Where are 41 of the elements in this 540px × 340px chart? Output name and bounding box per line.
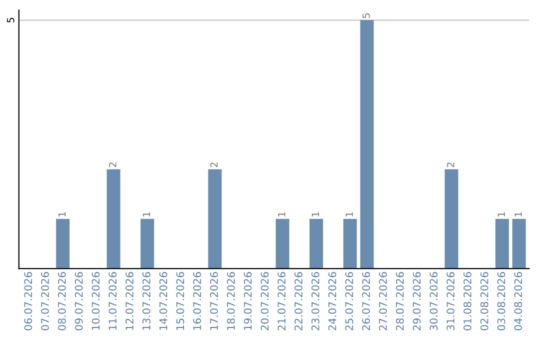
x-tick-label: 07.07.2026 bbox=[41, 272, 49, 330]
data-label: 2 bbox=[446, 162, 454, 168]
data-label: 1 bbox=[514, 212, 522, 216]
data-label: 2 bbox=[210, 162, 218, 168]
data-label: 1 bbox=[142, 212, 150, 216]
data-label: 1 bbox=[312, 212, 319, 216]
data-label: 1 bbox=[278, 212, 286, 216]
x-tick-label: 29.07.2026 bbox=[412, 272, 421, 330]
x-tick-label: 26.07.2026 bbox=[362, 272, 370, 330]
data-label: 2 bbox=[108, 162, 116, 168]
x-tick-label: 18.07.2026 bbox=[226, 272, 235, 330]
x-tick-label: 30.07.2026 bbox=[430, 272, 438, 330]
x-tick-label: 12.07.2026 bbox=[126, 272, 134, 330]
x-tick-label: 15.07.2026 bbox=[176, 272, 184, 330]
x-tick-label: 04.08.2026 bbox=[514, 272, 522, 330]
data-label: 1 bbox=[346, 212, 353, 216]
x-tick-label: 22.07.2026 bbox=[294, 272, 302, 330]
x-tick-label: 08.07.2026 bbox=[58, 272, 66, 330]
x-tick-label: 02.08.2026 bbox=[480, 272, 488, 330]
x-tick-label: 06.07.2026 bbox=[24, 272, 32, 330]
data-label: 1 bbox=[498, 212, 505, 216]
x-tick-label: 28.07.2026 bbox=[396, 272, 404, 330]
x-tick-label: 11.07.2026 bbox=[108, 272, 117, 330]
x-tick-label: 14.07.2026 bbox=[159, 272, 168, 330]
x-tick-label: 10.07.2026 bbox=[92, 272, 100, 330]
x-tick-label: 25.07.2026 bbox=[345, 272, 354, 330]
x-tick-label: 21.07.2026 bbox=[278, 272, 286, 330]
x-tick-label: 16.07.2026 bbox=[193, 272, 202, 330]
x-tick-label: 01.08.2026 bbox=[464, 272, 472, 330]
x-tick-label: 27.07.2026 bbox=[379, 272, 387, 330]
x-tick-label: 31.07.2026 bbox=[446, 272, 454, 330]
x-tick-label: 19.07.2026 bbox=[244, 272, 252, 330]
x-tick-label: 03.08.2026 bbox=[497, 272, 506, 330]
data-label: 5 bbox=[362, 13, 370, 18]
x-tick-label: 24.07.2026 bbox=[328, 272, 336, 330]
x-tick-label: 09.07.2026 bbox=[74, 272, 83, 330]
x-tick-label: 13.07.2026 bbox=[142, 272, 150, 330]
x-tick-label: 23.07.2026 bbox=[311, 272, 320, 330]
data-label: 1 bbox=[58, 212, 66, 216]
x-tick-label: 20.07.2026 bbox=[260, 272, 269, 330]
x-tick-label: 17.07.2026 bbox=[210, 272, 218, 330]
